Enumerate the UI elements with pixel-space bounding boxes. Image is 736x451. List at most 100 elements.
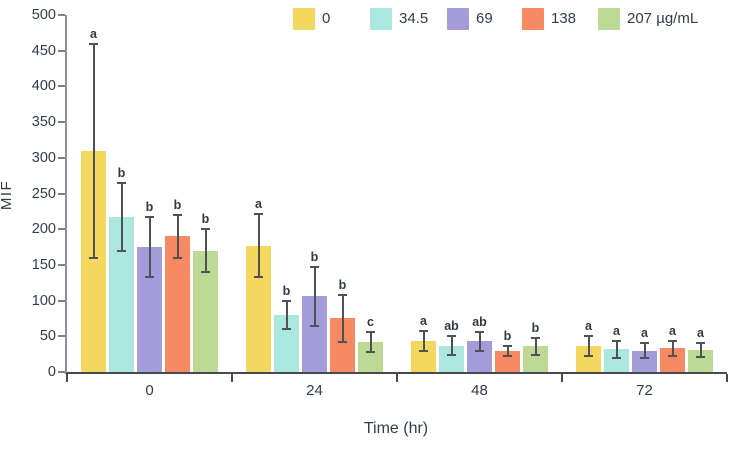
legend-label: 207 µg/mL (627, 10, 699, 27)
legend-swatch-icon (293, 8, 315, 30)
error-bar-line (148, 217, 151, 278)
y-tick-label: 400 (31, 78, 56, 95)
sig-letter: a (697, 325, 704, 340)
sig-letter: b (173, 197, 182, 212)
error-bar-cap-bottom (503, 354, 512, 357)
error-bar-cap-top (475, 331, 484, 334)
error-bar-cap-bottom (612, 356, 621, 359)
error-bar-cap-top (145, 216, 154, 219)
y-tick-mark (58, 299, 65, 302)
sig-letter: a (585, 319, 592, 334)
error-bar-cap-bottom (310, 324, 319, 327)
bar-group-24hr: a b b b c (232, 15, 397, 372)
legend-swatch-icon (447, 8, 469, 30)
error-bar-cap-bottom (584, 355, 593, 358)
error-bar-line (369, 332, 372, 353)
error-bar-cap-bottom (173, 256, 182, 259)
y-tick-mark (58, 335, 65, 338)
error-bar-cap-bottom (89, 256, 98, 259)
bar (632, 350, 657, 372)
y-tick-mark (58, 121, 65, 124)
error-bar-line (176, 214, 179, 258)
bar-group-48hr: a ab ab b b (397, 15, 562, 372)
error-bar-line (204, 229, 207, 273)
error-bar-cap-top (640, 341, 649, 344)
error-bar-cap-bottom (145, 276, 154, 279)
y-tick-mark (58, 85, 65, 88)
bar (604, 349, 629, 372)
sig-letter: a (613, 323, 620, 338)
error-bar-cap-bottom (668, 355, 677, 358)
error-bar-cap-bottom (640, 357, 649, 360)
error-bar-line (422, 331, 425, 352)
sig-letter: a (420, 314, 427, 329)
error-bar-line (341, 294, 344, 343)
error-bar-cap-bottom (366, 351, 375, 354)
sig-letter: b (282, 283, 291, 298)
error-bar-line (313, 267, 316, 326)
y-tick-label: 250 (31, 185, 56, 202)
error-bar-cap-bottom (419, 350, 428, 353)
y-tick-label: 350 (31, 114, 56, 131)
error-bar-cap-bottom (696, 356, 705, 359)
error-bar-cap-top (668, 339, 677, 342)
y-tick-label: 500 (31, 7, 56, 23)
error-bar-line (285, 300, 288, 330)
y-tick-label: 200 (31, 221, 56, 238)
error-bar-cap-bottom (282, 328, 291, 331)
error-bar-cap-top (696, 341, 705, 344)
x-tick-mark (561, 374, 563, 382)
error-bar-cap-bottom (447, 353, 456, 356)
y-tick-mark (58, 14, 65, 16)
y-tick-label: 450 (31, 42, 56, 59)
y-tick-label: 100 (31, 292, 56, 309)
legend-label: 34.5 (399, 10, 429, 27)
legend-label: 0 (322, 10, 331, 27)
sig-letter: b (338, 277, 347, 292)
legend-item-1: 34.5 (370, 8, 428, 30)
legend-swatch-icon (522, 8, 544, 30)
y-tick-mark (58, 228, 65, 231)
sig-letter: a (255, 197, 262, 212)
sig-letter: c (367, 315, 374, 330)
legend-label: 69 (476, 10, 493, 27)
plot-area: a b b b b a b b b c a ab ab b b a a a a a (65, 15, 727, 374)
error-bar-cap-top (201, 228, 210, 231)
y-tick-label: 300 (31, 149, 56, 166)
bar (688, 349, 713, 372)
error-bar-line (478, 332, 481, 351)
x-tick-mark (231, 374, 233, 382)
error-bar-cap-bottom (338, 341, 347, 344)
error-bar-cap-top (584, 335, 593, 338)
legend-item-0: 0 (293, 8, 330, 30)
error-bar-line (92, 43, 95, 258)
sig-letter: ab (472, 315, 487, 330)
bar (660, 348, 685, 372)
error-bar-line (587, 336, 590, 357)
y-tick-mark (58, 263, 65, 266)
legend-item-3: 138 (522, 8, 576, 30)
error-bar-cap-bottom (201, 271, 210, 274)
y-tick-label: 50 (39, 328, 56, 345)
sig-letter: b (201, 212, 210, 227)
error-bar-cap-top (338, 293, 347, 296)
y-tick-mark (58, 156, 65, 159)
sig-letter: a (641, 325, 648, 340)
y-tick-mark (58, 371, 65, 373)
error-bar-cap-top (447, 335, 456, 338)
legend-item-2: 69 (447, 8, 493, 30)
error-bar-line (699, 342, 702, 358)
error-bar-cap-bottom (531, 353, 540, 356)
sig-letter: ab (444, 319, 459, 334)
error-bar-cap-top (612, 339, 621, 342)
bar (165, 236, 190, 372)
x-axis-title: Time (hr) (363, 420, 429, 437)
error-bar-cap-bottom (475, 349, 484, 352)
sig-letter: b (503, 328, 512, 343)
error-bar-cap-top (366, 331, 375, 334)
error-bar-cap-top (117, 181, 126, 184)
error-bar-cap-bottom (117, 250, 126, 253)
error-bar-line (643, 342, 646, 359)
error-bar-cap-top (254, 213, 263, 216)
